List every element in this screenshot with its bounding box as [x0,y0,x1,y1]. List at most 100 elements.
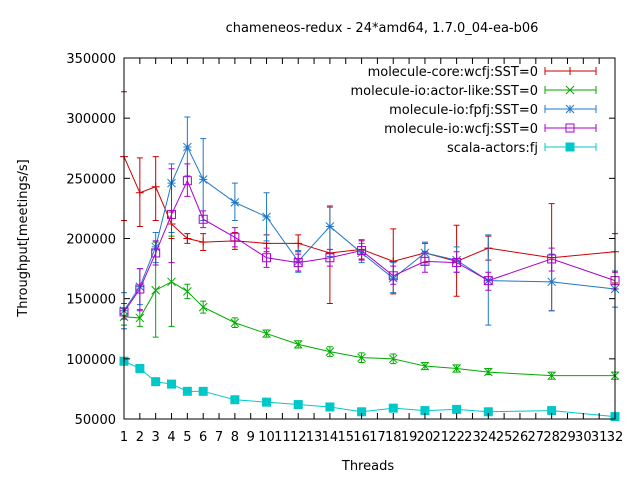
legend-marker [565,104,575,114]
x-tick-label: 23 [464,430,481,445]
x-tick-label: 8 [231,430,239,445]
x-tick-label: 15 [337,430,354,445]
data-point [182,176,192,186]
x-tick-label: 29 [559,430,576,445]
data-point [262,253,272,263]
series-0 [120,91,619,312]
data-point [452,258,462,268]
data-point [198,386,208,396]
series-line [123,179,616,313]
x-tick-label: 22 [448,430,465,445]
series-3 [119,163,620,320]
error-bar [200,210,207,229]
legend-label: molecule-io:fpfj:SST=0 [389,103,538,118]
x-tick-label: 19 [401,430,418,445]
data-point [388,354,398,364]
series-line [123,281,615,377]
data-point [135,313,145,323]
data-point [135,284,145,294]
legend-label: molecule-core:wcfj:SST=0 [368,65,538,80]
x-tick-label: 25 [496,430,513,445]
x-tick-label: 17 [369,430,386,445]
data-point [547,277,556,287]
x-tick-label: 13 [306,430,323,445]
y-tick-label: 250000 [66,172,116,187]
y-tick-label: 100000 [66,353,116,368]
data-point [182,386,192,396]
legend: molecule-core:wcfj:SST=0 molecule-io:acto… [350,65,597,156]
x-tick-label: 24 [480,430,497,445]
data-point [293,340,303,349]
x-tick-label: 4 [167,430,175,445]
legend-marker [565,142,575,152]
data-point [151,377,161,387]
x-tick-label: 6 [199,430,207,445]
data-point [151,248,161,258]
data-point [262,329,271,338]
x-tick-label: 20 [417,430,434,445]
y-tick-label: 200000 [66,233,116,248]
data-point [293,400,303,410]
legend-marker [565,123,575,133]
data-point [547,254,557,264]
legend-label: scala-actors:fj [447,141,538,156]
chart-title: chameneos-redux - 24*amd64, 1.7.0_04-ea-… [226,21,539,36]
x-tick-label: 5 [183,430,191,445]
data-point [262,212,271,222]
data-point [230,318,240,328]
error-bar [295,253,302,272]
x-tick-label: 3 [152,430,160,445]
error-bar [184,163,191,197]
error-bar [136,268,143,312]
data-point [293,258,303,268]
data-point [135,188,144,197]
error-bar [168,168,175,264]
x-tick-label: 7 [215,430,223,445]
plot-frame [123,57,616,420]
x-tick-label: 14 [322,430,339,445]
error-bar [326,248,333,267]
series-line [123,156,616,262]
x-tick-label: 10 [258,430,275,445]
x-tick-label: 28 [543,430,560,445]
data-point [483,276,493,286]
error-bar [152,240,159,266]
y-tick-label: 150000 [66,293,116,308]
legend-marker [566,67,574,75]
data-point [357,246,367,256]
error-bar [421,251,428,273]
plot-area [119,91,620,422]
legend-swatch-caps [544,124,597,132]
data-point [198,302,208,312]
data-point [167,379,177,389]
data-point [199,238,208,247]
series-4 [119,356,620,422]
x-tick-label: 11 [274,430,291,445]
series-2 [119,116,620,330]
data-point [183,234,192,243]
series-1 [119,235,620,381]
data-point [547,371,556,381]
x-tick-label: 30 [575,430,592,445]
error-bar [485,271,492,291]
data-point [230,198,240,207]
error-bar [390,265,397,285]
error-bar [263,247,270,268]
x-tick-label: 16 [353,430,370,445]
x-tick-label: 12 [290,430,307,445]
legend-swatch-caps [544,105,597,113]
data-point [420,256,430,266]
data-point [452,364,461,373]
y-tick-label: 350000 [66,52,116,67]
x-axis-label: Threads [341,459,394,474]
y-axis-label: Throughput[meetings/s] [16,159,31,317]
legend-swatch-caps [544,143,597,151]
x-axis: 1 2 3 4 5 6 7 8 9 10 11 12 13 14 15 16 17 18 19 20 21 22 23 24 2… [120,58,623,445]
legend-swatch-caps [544,67,597,75]
data-point [230,232,240,242]
y-tick-label: 300000 [66,112,116,127]
x-tick-label: 32 [607,430,624,445]
data-point [294,239,303,248]
error-bar [453,251,460,273]
